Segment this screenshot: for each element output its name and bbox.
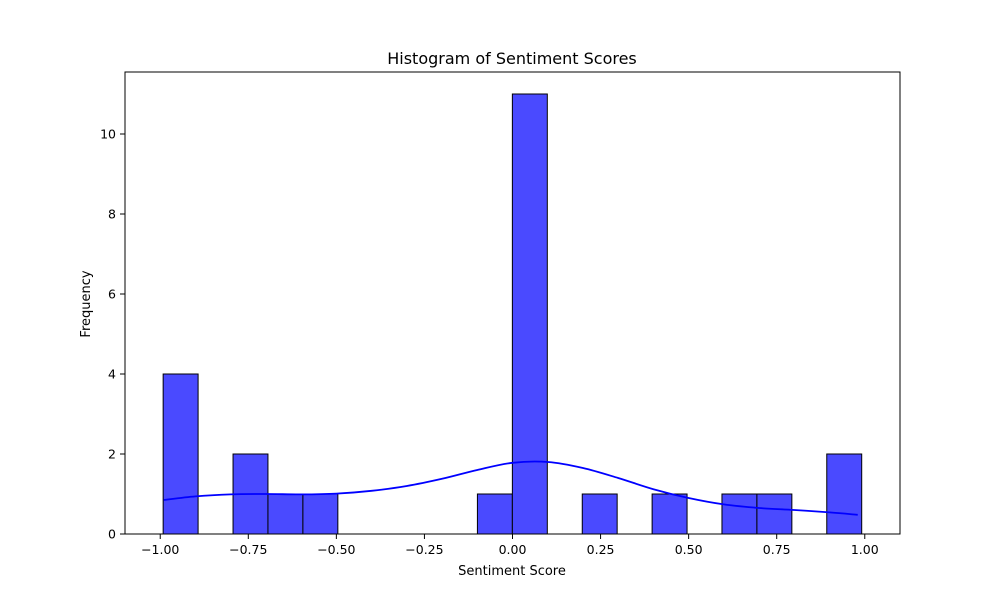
histogram-bar: [476, 493, 513, 535]
kde-line: [163, 460, 858, 516]
histogram-bar: [581, 493, 618, 535]
x-tick-label: −0.75: [229, 542, 267, 557]
histogram-bar: [162, 373, 199, 535]
x-tick-label: 0.00: [499, 542, 527, 557]
y-tick-label: 4: [108, 367, 116, 382]
y-tick-label: 6: [108, 287, 116, 302]
histogram-bar: [826, 453, 863, 535]
y-tick-label: 8: [108, 207, 116, 222]
bars-layer: [162, 93, 863, 535]
y-axis-label: Frequency: [79, 270, 94, 337]
histogram-bar: [302, 493, 339, 535]
x-axis-label: Sentiment Score: [458, 564, 566, 579]
histogram-bar: [511, 93, 548, 535]
x-tick-label: 0.50: [675, 542, 703, 557]
y-tick-label: 0: [108, 527, 116, 542]
x-tick-label: −1.00: [141, 542, 179, 557]
y-tick-label: 2: [108, 447, 116, 462]
kde-layer: [163, 460, 858, 516]
x-tick-label: 0.75: [763, 542, 791, 557]
plot-frame: [124, 71, 901, 535]
x-tick-label: −0.50: [317, 542, 355, 557]
histogram-bar: [756, 493, 793, 535]
chart-title: Histogram of Sentiment Scores: [387, 49, 637, 68]
histogram-bar: [721, 493, 758, 535]
x-tick-label: 1.00: [851, 542, 879, 557]
histogram-bar: [267, 493, 304, 535]
x-tick-label: 0.25: [587, 542, 615, 557]
x-tick-label: −0.25: [405, 542, 443, 557]
ticks-layer: −1.00 −0.75 −0.50 −0.25 0.00 0.25 0.50 0.75 1.00…: [100, 127, 879, 558]
histogram-bar: [651, 493, 688, 535]
y-tick-label: 10: [100, 127, 116, 142]
